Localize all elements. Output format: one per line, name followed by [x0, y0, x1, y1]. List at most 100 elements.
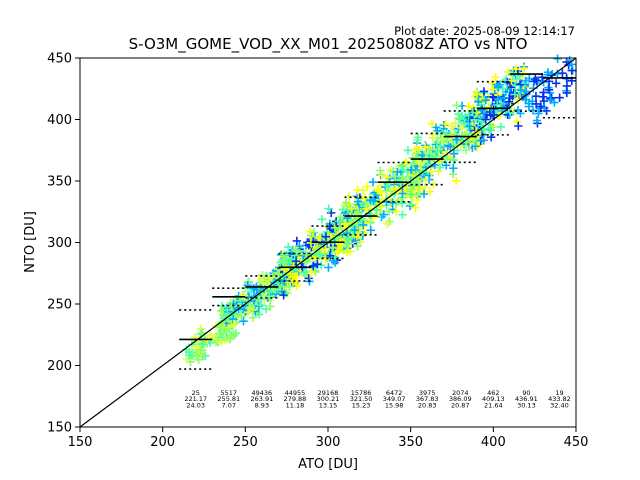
scatter-point: [468, 107, 478, 117]
x-tick-label: 250: [233, 435, 258, 450]
scatter-point: [391, 207, 401, 216]
scatter-point: [305, 227, 315, 236]
scatter-point: [438, 135, 447, 144]
chart-title: S-O3M_GOME_VOD_XX_M01_20250808Z ATO vs N…: [129, 35, 528, 54]
scatter-point: [509, 88, 518, 98]
bin-std-label: 15.98: [385, 401, 404, 409]
x-axis: 150 200 250 300 350 400 450: [68, 427, 588, 450]
scatter-point: [454, 113, 463, 123]
scatter-point: [494, 83, 503, 92]
scatter-point: [353, 197, 363, 206]
scatter-point: [317, 215, 327, 224]
scatter-point: [229, 329, 238, 339]
scatter-point: [474, 97, 483, 107]
bin-mean-label: 255.81: [217, 395, 240, 403]
bin-mean-label: 436.91: [515, 395, 538, 403]
scatter-point: [500, 93, 509, 103]
scatter-point: [555, 93, 564, 102]
scatter-point: [416, 183, 425, 192]
bin-count-label: 462: [487, 389, 499, 397]
scatter-point: [217, 301, 227, 311]
y-tick-label: 450: [47, 52, 72, 67]
scatter-point: [425, 187, 435, 196]
scatter-point: [274, 269, 283, 279]
scatter-point: [291, 257, 301, 266]
scatter-point: [411, 186, 420, 195]
scatter-point: [481, 115, 490, 124]
scatter-point: [409, 178, 419, 188]
bin-std-label: 21.64: [484, 401, 503, 409]
scatter-point: [349, 227, 358, 236]
y-tick-label: 350: [47, 175, 72, 190]
scatter-point: [442, 161, 451, 170]
scatter-point: [382, 173, 392, 182]
scatter-point: [460, 130, 470, 140]
scatter-point: [219, 325, 229, 334]
scatter-point: [313, 259, 322, 269]
scatter-point: [551, 79, 561, 88]
scatter-point: [284, 242, 293, 252]
scatter-point: [479, 136, 488, 145]
scatter-point: [488, 79, 497, 88]
scatter-point: [328, 243, 338, 253]
y-tick-label: 400: [47, 113, 72, 128]
scatter-point: [417, 184, 426, 193]
scatter-point: [496, 122, 506, 132]
scatter-point: [403, 146, 413, 155]
scatter-point: [531, 99, 541, 109]
scatter-point: [425, 145, 434, 154]
scatter-point: [470, 115, 479, 125]
scatter-point: [427, 119, 437, 128]
scatter-point: [192, 341, 201, 351]
x-tick-label: 150: [68, 435, 93, 450]
bin-std-label: 7.07: [222, 401, 236, 409]
scatter-point: [511, 64, 521, 74]
scatter-point: [292, 236, 302, 246]
scatter-point: [356, 237, 365, 246]
scatter-point: [341, 198, 351, 207]
scatter-point: [292, 280, 301, 289]
scatter-point: [327, 247, 336, 256]
scatter-point: [498, 84, 507, 93]
scatter-point: [354, 207, 363, 216]
scatter-point: [461, 145, 471, 155]
bin-mean-label: 279.88: [284, 395, 307, 403]
y-tick-label: 150: [47, 421, 72, 436]
bin-count-label: 25: [192, 389, 200, 397]
scatter-point: [315, 250, 324, 259]
scatter-point: [342, 228, 352, 238]
scatter-point: [330, 223, 340, 233]
y-axis-label: NTO [DU]: [23, 211, 38, 273]
scatter-point: [398, 161, 407, 171]
scatter-point: [342, 248, 351, 257]
bin-std-label: 20.87: [451, 401, 470, 409]
scatter-point: [384, 207, 394, 216]
identity-line: [79, 57, 577, 428]
scatter-point: [343, 246, 352, 256]
scatter-point: [534, 109, 543, 118]
scatter-point: [550, 98, 559, 107]
bin-mean-label: 386.09: [449, 395, 472, 403]
bin-count-label: 49436: [252, 389, 273, 397]
scatter-point: [256, 275, 266, 285]
bin-mean-label: 367.83: [416, 395, 439, 403]
scatter-point: [249, 283, 258, 293]
bin-count-label: 2074: [452, 389, 469, 397]
scatter-point: [428, 130, 438, 139]
scatter-point: [455, 114, 465, 124]
scatter-point: [536, 102, 546, 111]
scatter-point: [449, 164, 458, 173]
scatter-point: [427, 167, 436, 176]
scatter-point: [528, 106, 538, 115]
scatter-point: [185, 350, 194, 360]
scatter-point: [243, 281, 252, 290]
scatter-point: [525, 74, 534, 83]
bin-std-label: 24.03: [186, 401, 205, 409]
scatter-point: [335, 239, 344, 248]
scatter-point: [521, 95, 531, 104]
scatter-point: [452, 101, 461, 110]
